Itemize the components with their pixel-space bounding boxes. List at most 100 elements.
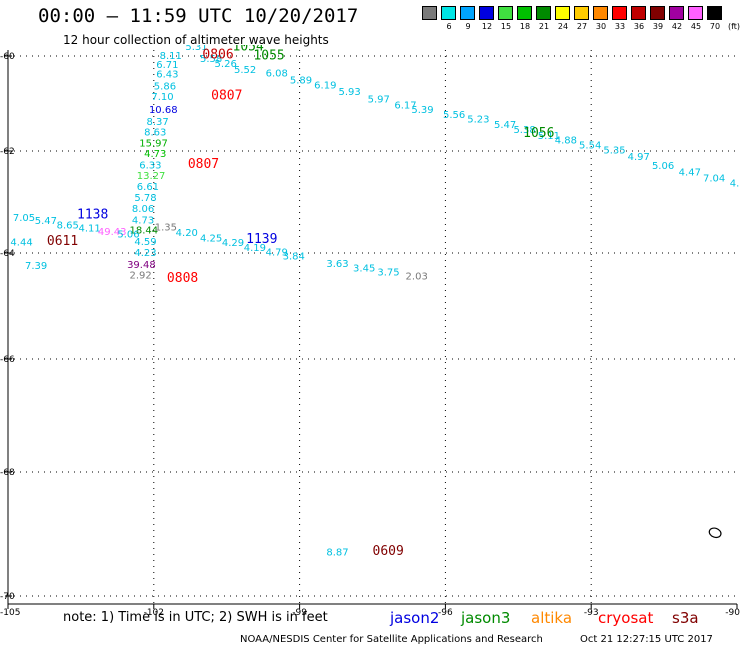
pass-time-label: 1138 xyxy=(77,207,108,222)
swh-point-label: 7.05 xyxy=(13,213,35,224)
swh-point-label: 6.17 xyxy=(394,100,416,111)
swh-point-label: 7.39 xyxy=(25,261,47,272)
pass-time-label: 0609 xyxy=(373,544,404,559)
credit-text: NOAA/NESDIS Center for Satellite Applica… xyxy=(240,634,543,645)
legend-s3a: s3a xyxy=(672,609,699,627)
scale-label: 15 xyxy=(500,22,512,31)
swh-point-label: 4.29 xyxy=(222,238,244,249)
scale-label: 27 xyxy=(576,22,588,31)
swh-point-label: 4.47 xyxy=(679,167,701,178)
swh-point-label: 5.06 xyxy=(652,161,674,172)
scale-label: 45 xyxy=(690,22,702,31)
swh-point-label: 6.19 xyxy=(314,80,336,91)
swh-point-label: 5.97 xyxy=(368,95,390,106)
legend-jason2: jason2 xyxy=(390,609,440,627)
pass-time-label: 1054 xyxy=(233,39,264,54)
swh-point-label: 8.65 xyxy=(57,221,79,232)
lon-tick-label: -105 xyxy=(0,608,20,618)
scale-swatch xyxy=(441,6,456,20)
swh-point-label: 15.97 xyxy=(139,139,168,150)
scale-label: 33 xyxy=(614,22,626,31)
swh-point-label: 8.87 xyxy=(326,548,348,559)
swh-point-label: 5.54 xyxy=(579,141,601,152)
scale-label: 21 xyxy=(538,22,550,31)
pass-time-label: 1056 xyxy=(523,126,554,141)
lon-tick-label: -93 xyxy=(584,608,599,618)
scale-swatch xyxy=(498,6,513,20)
swh-point-label: 8.37 xyxy=(147,117,169,128)
scale-label: 12 xyxy=(481,22,493,31)
swh-point-label: 8.11 xyxy=(160,51,182,62)
swh-point-label: 39.48 xyxy=(127,260,156,271)
scale-label: 42 xyxy=(671,22,683,31)
swh-point-label: 3.63 xyxy=(326,259,348,270)
swh-point-label: 10.68 xyxy=(149,105,178,116)
swh-point-label: 4.44 xyxy=(10,237,32,248)
swh-point-label: 7.04 xyxy=(703,174,725,185)
swh-point-label: 3.45 xyxy=(353,264,375,275)
legend-cryosat: cryosat xyxy=(598,609,654,627)
pass-time-label: 0807 xyxy=(188,157,219,172)
island-outline xyxy=(708,527,722,539)
swh-point-label: 5.58 xyxy=(200,54,222,65)
swh-point-label: 5.52 xyxy=(234,65,256,76)
swh-point-label: 4.79 xyxy=(266,248,288,259)
legend-jason3: jason3 xyxy=(461,609,511,627)
scale-swatch xyxy=(555,6,570,20)
legend-altika: altika xyxy=(531,609,573,627)
swh-point-label: 5.11 xyxy=(538,131,560,142)
swh-point-label: 4.19 xyxy=(244,243,266,254)
swh-point-label: 5.86 xyxy=(154,81,176,92)
scale-label: 6 xyxy=(446,22,452,31)
swh-point-label: 5.26 xyxy=(215,59,237,70)
scale-label: 36 xyxy=(633,22,645,31)
swh-point-label: 6.08 xyxy=(266,68,288,79)
scale-label: 39 xyxy=(652,22,664,31)
scale-swatch xyxy=(688,6,703,20)
data-layer: 5.318.11 5.585.265.52 6.716.435.867.10 10.6… xyxy=(10,39,740,559)
pass-time-label: 1055 xyxy=(253,48,284,63)
swh-point-label: 5.93 xyxy=(338,87,360,98)
swh-point-label: 3.84 xyxy=(283,251,305,262)
pass-time-label: 1139 xyxy=(246,232,277,247)
swh-point-label: 6.71 xyxy=(156,60,178,71)
lon-tick-label: -102 xyxy=(144,608,164,618)
swh-point-label: 49.43 xyxy=(98,227,127,238)
scale-swatch xyxy=(479,6,494,20)
swh-point-label: 5.31 xyxy=(185,42,207,53)
footer-note: note: 1) Time is in UTC; 2) SWH is in fe… xyxy=(63,610,328,625)
scale-label: 70 xyxy=(709,22,721,31)
swh-point-label: 5.47 xyxy=(494,120,516,131)
scale-label: 18 xyxy=(519,22,531,31)
lat-tick-label: -64 xyxy=(0,249,15,259)
scale-label: 24 xyxy=(557,22,569,31)
scale-swatch xyxy=(422,6,437,20)
scale-swatch xyxy=(536,6,551,20)
scale-swatch xyxy=(612,6,627,20)
swh-point-label: 5.23 xyxy=(467,115,489,126)
lat-tick-label: -68 xyxy=(0,468,15,478)
swh-point-label: 4.23 xyxy=(134,248,156,259)
swh-point-label: 4.59 xyxy=(134,237,156,248)
swh-point-label: 13.27 xyxy=(137,171,166,182)
swh-point-label: 4.20 xyxy=(176,228,198,239)
swh-point-label: 18.44 xyxy=(130,226,159,237)
swh-point-label: 5.39 xyxy=(411,105,433,116)
swh-point-label: 5.38 xyxy=(513,125,535,136)
swh-point-label: 4.73 xyxy=(132,215,154,226)
swh-point-label: 5.89 xyxy=(290,76,312,87)
scale-swatch xyxy=(669,6,684,20)
lat-tick-label: -66 xyxy=(0,355,15,365)
scale-swatch xyxy=(631,6,646,20)
scale-swatch xyxy=(460,6,475,20)
swh-point-label: 8.63 xyxy=(144,127,166,138)
swh-point-label: 6.61 xyxy=(137,182,159,193)
swh-point-label: 2.92 xyxy=(130,270,152,281)
swh-point-label: 6.43 xyxy=(156,69,178,80)
pass-time-label: 0806 xyxy=(202,47,233,62)
lat-tick-label: -60 xyxy=(0,52,15,62)
swh-point-label: 4.25 xyxy=(200,233,222,244)
swh-point-label: 1.35 xyxy=(155,223,177,234)
